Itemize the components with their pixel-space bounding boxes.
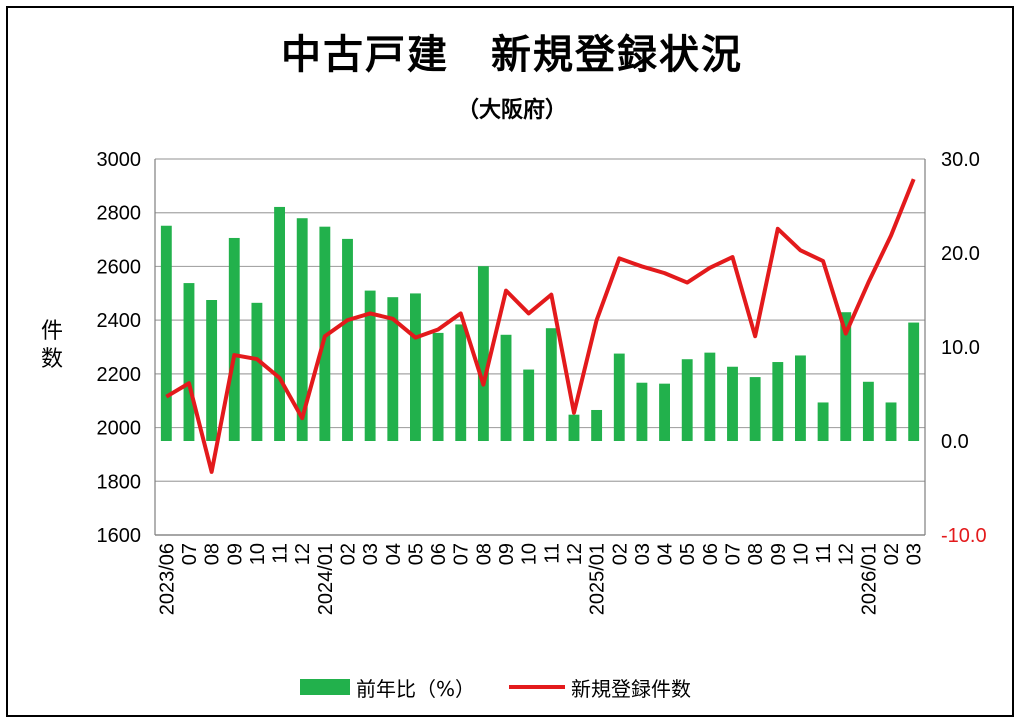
bar <box>908 322 920 441</box>
legend-bar-swatch <box>300 679 350 695</box>
x-tick-label: 10 <box>519 543 541 565</box>
bar <box>727 366 738 441</box>
y-tick-right: -10.0 <box>941 525 987 547</box>
bar <box>795 355 806 441</box>
bar <box>274 206 285 441</box>
x-tick-label: 09 <box>496 543 518 565</box>
bar <box>885 402 897 441</box>
bar <box>342 238 353 441</box>
y-axis-label-left: 件数 <box>40 319 63 372</box>
bar <box>681 359 693 441</box>
x-tick-label: 06 <box>428 543 450 565</box>
legend: 前年比（%） 新規登録件数 <box>300 673 725 702</box>
y-tick-left: 2200 <box>97 364 142 386</box>
x-tick-label: 04 <box>383 543 405 565</box>
y-tick-right: 30.0 <box>941 149 980 171</box>
y-tick-right: 10.0 <box>941 337 980 359</box>
y-tick-left: 1800 <box>97 471 142 493</box>
bar <box>523 369 535 441</box>
bar <box>410 293 421 441</box>
x-tick-label: 2023/06 <box>156 543 178 615</box>
x-tick-label: 11 <box>270 543 292 564</box>
bar <box>591 409 603 441</box>
bar <box>477 266 489 441</box>
bar <box>228 237 240 441</box>
series-line <box>165 178 916 474</box>
legend-line-swatch <box>509 685 566 689</box>
chart-title: 中古戸建 新規登録状況 <box>281 32 743 78</box>
bar <box>160 225 172 441</box>
bar <box>840 312 852 441</box>
x-tick-label: 05 <box>677 543 699 565</box>
x-tick-label: 03 <box>904 543 926 565</box>
bar <box>862 381 874 441</box>
x-tick-label: 10 <box>247 543 269 565</box>
y-tick-left: 2000 <box>97 418 142 440</box>
y-tick-left: 2400 <box>97 310 142 332</box>
bar <box>659 383 670 441</box>
x-tick-label: 12 <box>836 543 858 565</box>
x-tick-label: 12 <box>292 543 314 565</box>
legend-bar-label: 前年比（%） <box>356 676 476 701</box>
bar <box>387 297 399 441</box>
chart-subtitle: （大阪府） <box>456 98 567 123</box>
bar <box>183 283 195 441</box>
y-tick-right: 20.0 <box>941 243 980 265</box>
bar <box>455 324 467 441</box>
x-tick-label: 10 <box>790 543 812 565</box>
bar <box>206 300 218 441</box>
x-tick-label: 07 <box>179 543 201 565</box>
x-tick-label: 07 <box>723 543 745 565</box>
legend-item-line: 新規登録件数 <box>509 673 691 702</box>
x-tick-label: 09 <box>768 543 790 565</box>
bar <box>817 402 829 441</box>
bar <box>704 352 716 441</box>
bar <box>364 290 376 441</box>
y-tick-left: 2800 <box>97 203 142 225</box>
y-tick-left: 2600 <box>97 256 142 278</box>
bar <box>613 353 625 441</box>
x-tick-label: 11 <box>813 543 835 564</box>
x-tick-label: 03 <box>360 543 382 565</box>
y-tick-left: 3000 <box>97 149 142 171</box>
x-tick-label: 08 <box>202 543 224 565</box>
x-tick-label: 08 <box>473 543 495 565</box>
x-tick-label: 02 <box>338 543 360 565</box>
x-tick-label: 12 <box>564 543 586 565</box>
bar <box>432 332 444 441</box>
bar <box>500 334 512 441</box>
y-tick-left: 1600 <box>97 525 142 547</box>
x-tick-label: 03 <box>632 543 654 565</box>
legend-line-label: 新規登録件数 <box>571 676 692 701</box>
bar <box>772 362 784 441</box>
bar <box>545 328 557 441</box>
x-tick-label: 05 <box>405 543 427 565</box>
x-tick-label: 08 <box>745 543 767 565</box>
bar <box>568 414 580 441</box>
bar <box>749 377 761 441</box>
x-tick-label: 11 <box>541 543 563 564</box>
bar <box>296 218 308 441</box>
x-tick-label: 2024/01 <box>315 543 337 615</box>
bar <box>251 302 263 441</box>
bar <box>636 382 648 441</box>
x-tick-label: 06 <box>700 543 722 565</box>
x-tick-label: 04 <box>655 543 677 565</box>
x-tick-label: 07 <box>451 543 473 565</box>
x-tick-label: 02 <box>881 543 903 565</box>
legend-item-bar: 前年比（%） <box>300 673 475 702</box>
y-tick-right: 0.0 <box>941 431 969 453</box>
x-tick-label: 2026/01 <box>858 543 880 615</box>
x-tick-label: 2025/01 <box>587 543 609 615</box>
x-tick-label: 09 <box>224 543 246 565</box>
x-tick-label: 02 <box>609 543 631 565</box>
